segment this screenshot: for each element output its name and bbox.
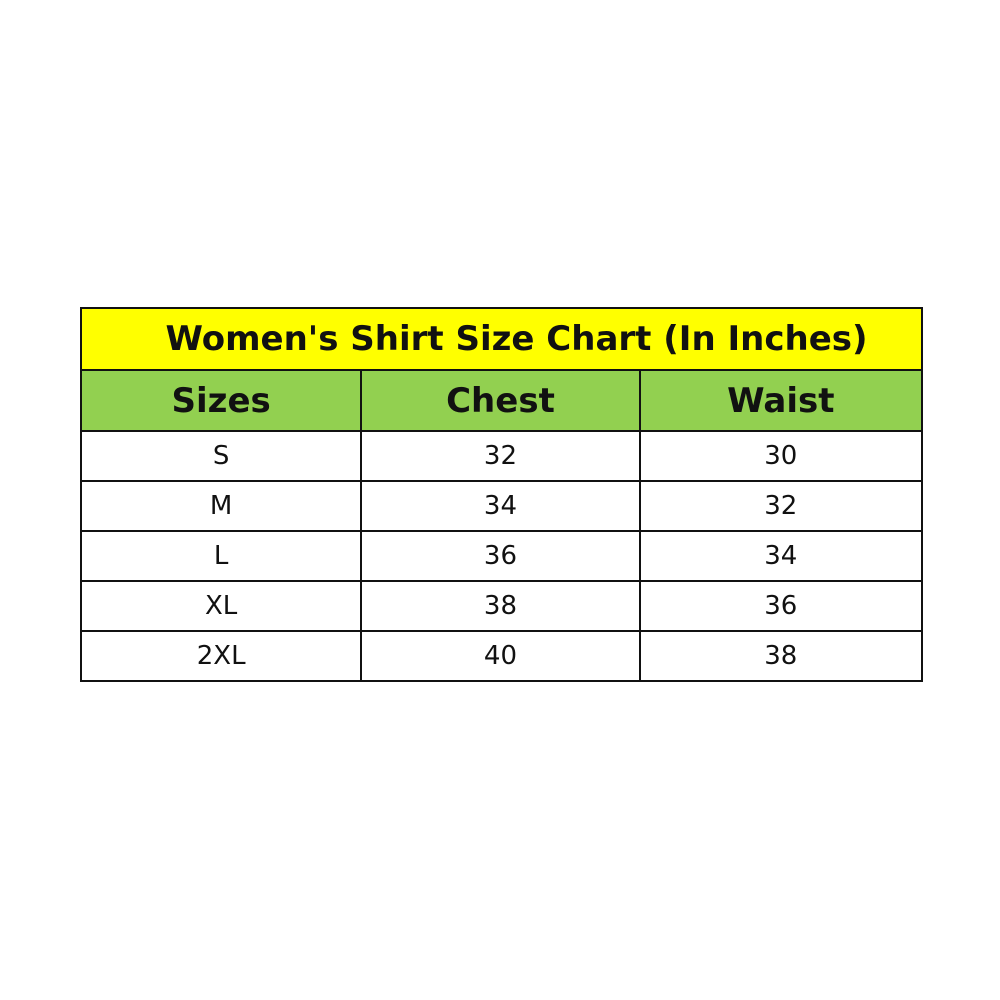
size-chart-table: Women's Shirt Size Chart (In Inches) Siz… (79, 307, 924, 682)
table-row: M 34 32 (79, 480, 924, 532)
waist-cell: 38 (638, 630, 924, 682)
size-cell: S (79, 430, 363, 482)
size-cell: 2XL (79, 630, 363, 682)
chest-cell: 32 (360, 430, 641, 482)
waist-cell: 34 (638, 530, 924, 582)
size-cell: XL (79, 580, 363, 632)
chest-cell: 38 (360, 580, 641, 632)
table-title: Women's Shirt Size Chart (In Inches) (80, 307, 923, 371)
column-header-sizes: Sizes (79, 369, 363, 432)
chest-cell: 36 (360, 530, 641, 582)
chest-cell: 40 (360, 630, 641, 682)
table-row: XL 38 36 (79, 580, 924, 632)
table-row: 2XL 40 38 (79, 630, 924, 682)
column-header-chest: Chest (360, 369, 641, 432)
waist-cell: 36 (638, 580, 924, 632)
waist-cell: 32 (638, 480, 924, 532)
column-header-waist: Waist (638, 369, 924, 432)
table-row: L 36 34 (79, 530, 924, 582)
chest-cell: 34 (360, 480, 641, 532)
waist-cell: 30 (638, 430, 924, 482)
size-cell: M (79, 480, 363, 532)
size-cell: L (79, 530, 363, 582)
table-row: S 32 30 (79, 430, 924, 482)
